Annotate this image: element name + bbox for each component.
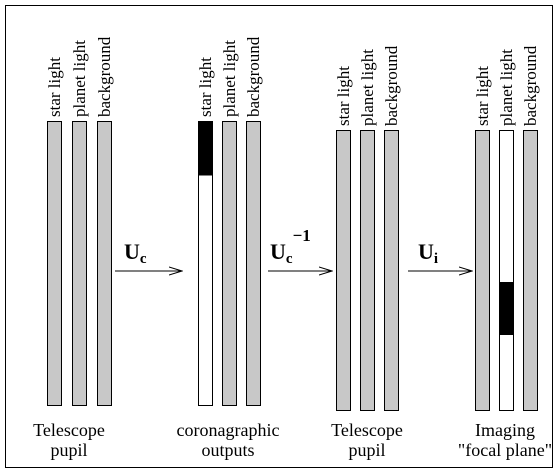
beam-label: background — [244, 36, 263, 117]
beam-label: background — [521, 45, 540, 126]
beam-bar — [246, 121, 261, 406]
beam-bar — [475, 130, 490, 411]
caption: coronagraphic — [177, 420, 280, 440]
frame — [5, 5, 553, 468]
beam-bar — [72, 121, 87, 406]
beam-label: star light — [196, 57, 215, 117]
beam-bar — [97, 121, 112, 406]
operator: Uc — [124, 239, 147, 267]
caption: Telescope — [331, 420, 403, 440]
beam-label: star light — [473, 66, 492, 126]
beam-label: background — [382, 45, 401, 126]
beam-bar — [384, 130, 399, 411]
caption: Imaging — [475, 420, 535, 440]
caption: Telescope — [33, 420, 105, 440]
caption: "focal plane" — [458, 440, 552, 460]
caption: pupil — [50, 440, 87, 460]
beam-bar — [336, 130, 351, 411]
beam-bar — [523, 130, 538, 411]
beam-label: star light — [45, 57, 64, 117]
beam-bar — [499, 130, 514, 411]
beam-bar — [222, 121, 237, 406]
beam-block — [198, 121, 213, 176]
operator: Uc−1 — [270, 226, 311, 267]
caption: pupil — [348, 440, 385, 460]
beam-label: planet light — [70, 40, 89, 117]
beam-label: star light — [334, 66, 353, 126]
beam-label: planet light — [497, 49, 516, 126]
beam-label: planet light — [220, 40, 239, 117]
beam-bar — [47, 121, 62, 406]
beam-label: background — [95, 36, 114, 117]
operator: Ui — [418, 239, 438, 267]
beam-bar — [360, 130, 375, 411]
caption: outputs — [201, 440, 254, 460]
beam-block — [499, 282, 514, 335]
beam-label: planet light — [358, 49, 377, 126]
